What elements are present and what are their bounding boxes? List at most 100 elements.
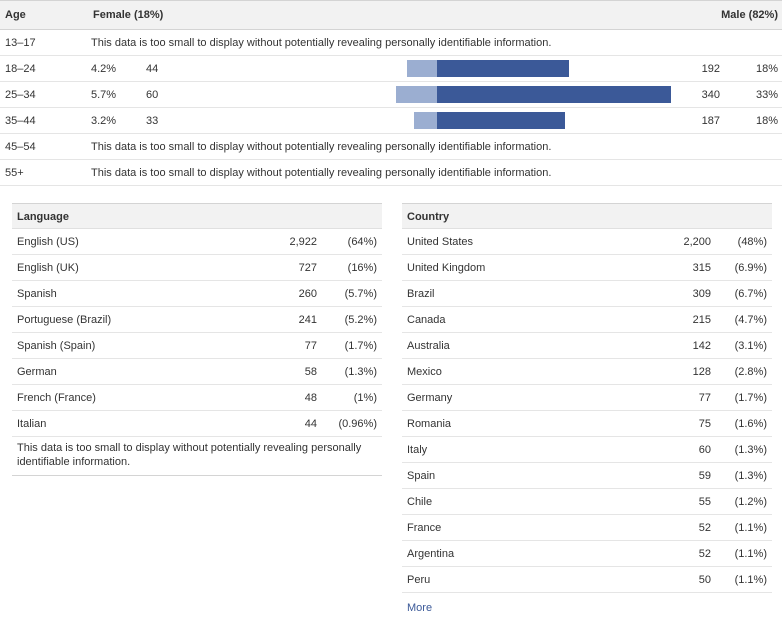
language-row: English (UK) 727 (16%) (12, 255, 382, 281)
country-name: Canada (407, 314, 446, 326)
female-count: 44 (146, 63, 159, 75)
country-pct: (4.7%) (734, 314, 767, 326)
country-row: Australia 142 (3.1%) (402, 333, 772, 359)
male-pct: 33% (755, 89, 778, 101)
country-count: 142 (692, 340, 711, 352)
age-range: 45–54 (5, 141, 36, 153)
country-panel-header: Country (402, 203, 772, 229)
language-name: English (UK) (17, 262, 79, 274)
language-pct: (0.96%) (338, 418, 377, 430)
privacy-note: This data is too small to display withou… (91, 37, 552, 49)
language-pct: (1.7%) (344, 340, 377, 352)
country-row: United Kingdom 315 (6.9%) (402, 255, 772, 281)
language-pct: (64%) (347, 236, 377, 248)
language-count: 241 (298, 314, 317, 326)
female-pct: 3.2% (91, 115, 117, 127)
age-range: 18–24 (5, 63, 36, 75)
age-row: 13–17 This data is too small to display w… (0, 30, 782, 56)
female-count: 60 (146, 89, 159, 101)
male-count: 340 (701, 89, 720, 101)
country-name: Italy (407, 444, 428, 456)
age-table: Age Female (18%) Male (82%) 13–17 This da… (0, 0, 782, 186)
country-row: Chile 55 (1.2%) (402, 489, 772, 515)
female-bar (414, 112, 437, 129)
country-name: Romania (407, 418, 452, 430)
country-row: Romania 75 (1.6%) (402, 411, 772, 437)
country-pct: (2.8%) (734, 366, 767, 378)
country-count: 2,200 (683, 236, 711, 248)
country-count: 60 (698, 444, 711, 456)
country-pct: (3.1%) (734, 340, 767, 352)
country-count: 52 (698, 548, 711, 560)
country-pct: (1.3%) (734, 470, 767, 482)
country-pct: (6.9%) (734, 262, 767, 274)
privacy-note: This data is too small to display withou… (91, 167, 552, 179)
country-row: Italy 60 (1.3%) (402, 437, 772, 463)
country-row: Mexico 128 (2.8%) (402, 359, 772, 385)
language-name: Italian (17, 418, 47, 430)
country-count: 77 (698, 392, 711, 404)
male-bar (437, 86, 671, 103)
language-row: English (US) 2,922 (64%) (12, 229, 382, 255)
country-name: France (407, 522, 442, 534)
country-count: 215 (692, 314, 711, 326)
age-row: 45–54 This data is too small to display w… (0, 134, 782, 160)
age-range: 13–17 (5, 37, 36, 49)
female-pct: 5.7% (91, 89, 117, 101)
language-pct: (1%) (353, 392, 377, 404)
country-count: 59 (698, 470, 711, 482)
country-pct: (1.1%) (734, 548, 767, 560)
language-privacy-note: This data is too small to display withou… (12, 437, 382, 476)
country-pct: (48%) (737, 236, 767, 248)
country-row: Peru 50 (1.1%) (402, 567, 772, 593)
male-count: 187 (701, 115, 720, 127)
country-row: Germany 77 (1.7%) (402, 385, 772, 411)
country-name: United States (407, 236, 474, 248)
male-pct: 18% (755, 63, 778, 75)
country-panel: Country United States 2,200 (48%) United Ki… (402, 203, 772, 614)
male-pct: 18% (755, 115, 778, 127)
language-row: Spanish (Spain) 77 (1.7%) (12, 333, 382, 359)
language-name: English (US) (17, 236, 79, 248)
language-count: 77 (304, 340, 317, 352)
country-name: Germany (407, 392, 453, 404)
country-name: United Kingdom (407, 262, 486, 274)
female-count: 33 (146, 115, 159, 127)
country-count: 309 (692, 288, 711, 300)
language-name: Spanish (17, 288, 57, 300)
country-count: 50 (698, 574, 711, 586)
country-pct: (1.3%) (734, 444, 767, 456)
language-count: 260 (298, 288, 317, 300)
country-count: 315 (692, 262, 711, 274)
age-row: 25–34 5.7% 60 340 33% (0, 82, 782, 108)
country-name: Argentina (407, 548, 455, 560)
language-row: Spanish 260 (5.7%) (12, 281, 382, 307)
language-row: French (France) 48 (1%) (12, 385, 382, 411)
female-pct: 4.2% (91, 63, 117, 75)
country-count: 75 (698, 418, 711, 430)
country-name: Chile (407, 496, 433, 508)
language-name: French (France) (17, 392, 96, 404)
country-row: France 52 (1.1%) (402, 515, 772, 541)
country-title: Country (407, 211, 450, 223)
language-count: 58 (304, 366, 317, 378)
language-count: 2,922 (289, 236, 317, 248)
age-rows: 13–17 This data is too small to display w… (0, 30, 782, 186)
age-table-header: Age Female (18%) Male (82%) (0, 0, 782, 30)
country-count: 55 (698, 496, 711, 508)
age-range: 55+ (5, 167, 24, 179)
language-row: Italian 44 (0.96%) (12, 411, 382, 437)
male-count: 192 (701, 63, 720, 75)
age-column-header: Age (5, 9, 26, 21)
country-row: United States 2,200 (48%) (402, 229, 772, 255)
country-name: Australia (407, 340, 450, 352)
language-rows: English (US) 2,922 (64%) English (UK) 727 (16… (12, 229, 382, 437)
country-row: Argentina 52 (1.1%) (402, 541, 772, 567)
more-link[interactable]: More (407, 602, 433, 614)
language-count: 48 (304, 392, 317, 404)
language-row: German 58 (1.3%) (12, 359, 382, 385)
female-bar (406, 60, 437, 77)
country-pct: (1.1%) (734, 574, 767, 586)
country-pct: (6.7%) (734, 288, 767, 300)
language-pct: (1.3%) (344, 366, 377, 378)
